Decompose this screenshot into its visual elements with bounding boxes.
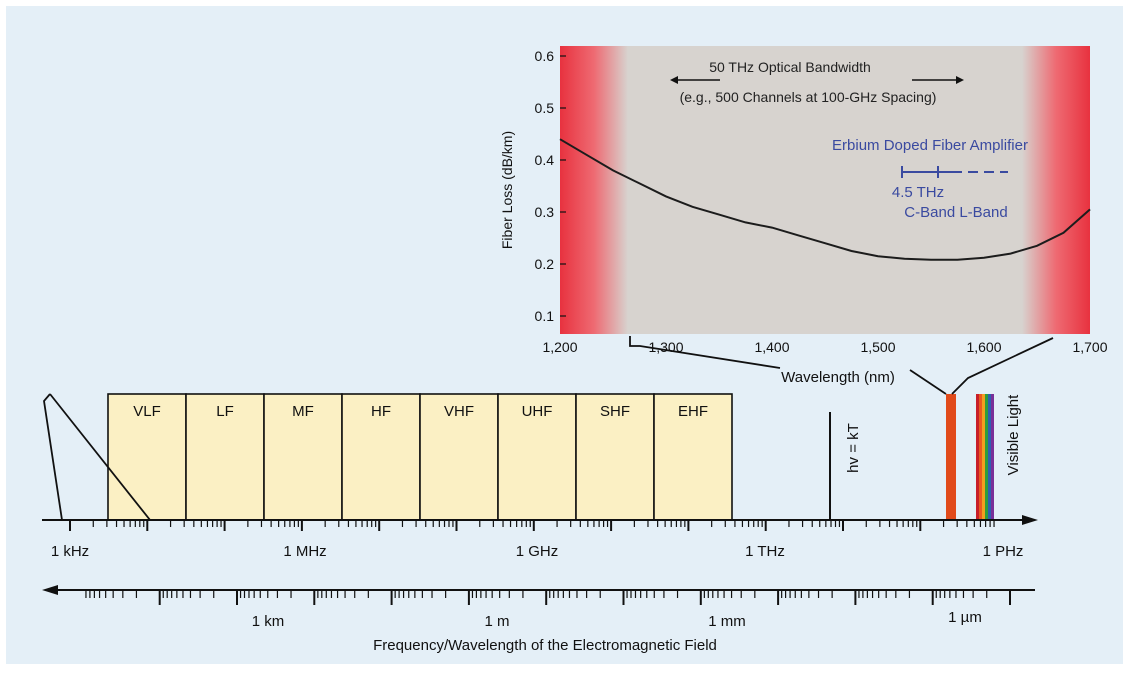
chart-x-tick-label: 1,500 [860, 339, 895, 355]
visible-stripe [982, 394, 985, 520]
edfa-bands-label: C-Band L-Band [904, 204, 1007, 221]
wavelength-tick-label: 1 µm [948, 609, 982, 626]
band-label: SHF [600, 403, 630, 420]
wavelength-tick-label: 1 m [484, 613, 509, 630]
chart-y-tick-label: 0.2 [535, 256, 555, 272]
chart-y-tick-label: 0.1 [535, 308, 555, 324]
band-label: LF [216, 403, 234, 420]
visible-spectrum [946, 394, 994, 520]
freq-tick-label: 1 THz [745, 543, 785, 560]
zoomed-band-stripe [946, 394, 956, 520]
chart-x-axis-title: Wavelength (nm) [781, 369, 895, 386]
chart-plot-area [560, 46, 1090, 334]
wavelength-tick-label: 1 km [252, 613, 285, 630]
chart-x-tick-label: 1,200 [542, 339, 577, 355]
chart-y-tick-label: 0.4 [535, 152, 555, 168]
frequency-axis-ticks [69, 520, 995, 531]
visible-stripe [985, 394, 988, 520]
band-label: HF [371, 403, 391, 420]
bandwidth-label: 50 THz Optical Bandwidth [709, 59, 871, 75]
wavelength-axis-arrow [42, 585, 58, 595]
visible-stripe [988, 394, 991, 520]
chart-x-tick-label: 1,600 [966, 339, 1001, 355]
edfa-label: Erbium Doped Fiber Amplifier [832, 137, 1028, 154]
frequency-axis-arrow [1022, 515, 1038, 525]
band-label: MF [292, 403, 314, 420]
chart-y-tick-label: 0.3 [535, 204, 555, 220]
chart-y-tick-label: 0.5 [535, 100, 555, 116]
band-ehf [653, 393, 733, 521]
band-lf [185, 393, 265, 521]
band-label: VLF [133, 403, 161, 420]
edfa-bandwidth-label: 4.5 THz [892, 184, 944, 201]
band-mf [263, 393, 343, 521]
fiber-loss-chart: 0.10.20.30.40.50.6 1,200 1,300 1,400 1,500 1… [499, 46, 1108, 386]
chart-x-tick-label: 1,700 [1072, 339, 1107, 355]
band-label: VHF [444, 403, 474, 420]
wavelength-tick-label: 1 mm [708, 613, 746, 630]
chart-left-loss-edge [560, 46, 628, 334]
freq-tick-label: 1 GHz [516, 543, 559, 560]
chart-y-axis-title: Fiber Loss (dB/km) [499, 131, 515, 249]
freq-tick-label: 1 PHz [983, 543, 1024, 560]
visible-stripe [991, 394, 994, 520]
visible-light-label: Visible Light [1005, 394, 1022, 475]
frequency-bands: VLF LF MF HF VHF UHF SHF EHF [107, 393, 733, 521]
freq-tick-label: 1 MHz [283, 543, 326, 560]
visible-stripe [979, 394, 982, 520]
chart-y-tick-label: 0.6 [535, 48, 555, 64]
hv-kt-label: hv = kT [845, 423, 862, 473]
chart-right-loss-edge [1022, 46, 1090, 334]
band-vlf [107, 393, 187, 521]
chart-x-ticks: 1,200 1,300 1,400 1,500 1,600 1,700 [542, 339, 1107, 355]
freq-tick-label: 1 kHz [51, 543, 89, 560]
axis-caption: Frequency/Wavelength of the Electromagne… [373, 637, 717, 654]
visible-stripe [976, 394, 979, 520]
band-label: UHF [522, 403, 553, 420]
fiber-loss-curve [559, 138, 1091, 261]
zoom-connector-lines [629, 336, 1054, 395]
wavelength-axis-ticks [85, 590, 1011, 605]
chart-x-tick-label: 1,400 [754, 339, 789, 355]
bandwidth-sublabel: (e.g., 500 Channels at 100-GHz Spacing) [680, 89, 937, 105]
band-label: EHF [678, 403, 708, 420]
chart-y-ticks: 0.1 0.2 0.3 0.4 0.5 0.6 [535, 48, 566, 324]
